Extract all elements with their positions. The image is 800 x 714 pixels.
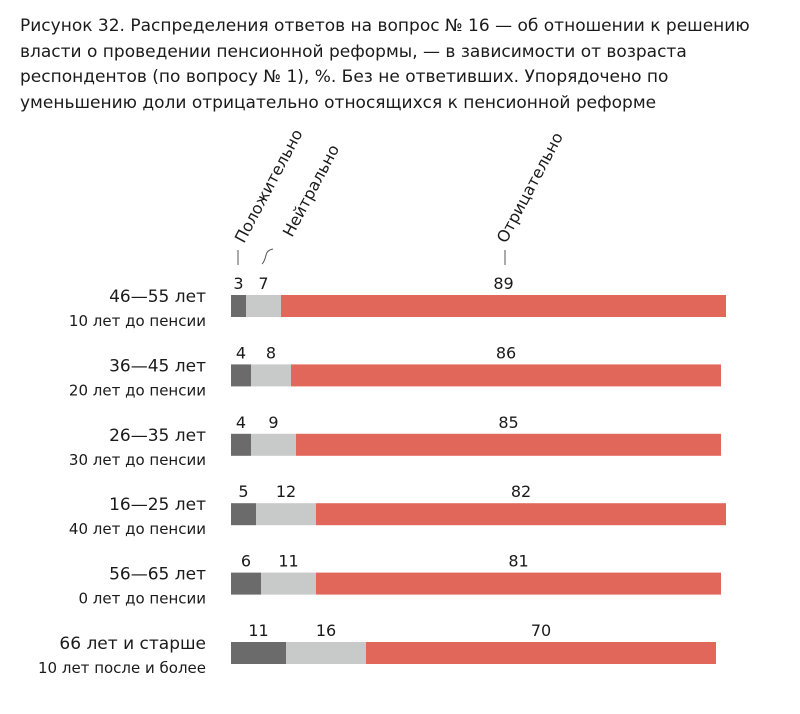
bar-segment-negative [316, 503, 726, 526]
value-label: 8 [266, 343, 276, 362]
bar-segment-negative [296, 433, 721, 456]
bar-segment-neutral [256, 503, 316, 526]
value-label: 89 [493, 274, 513, 293]
category-sublabel: 30 лет до пенсии [69, 451, 206, 469]
bar-segment-positive [231, 364, 251, 387]
category-sublabel: 10 лет до пенсии [69, 312, 206, 330]
bar-segment-neutral [246, 295, 281, 317]
value-label: 11 [278, 552, 298, 571]
value-label: 85 [498, 413, 518, 432]
bar-segment-neutral [251, 364, 291, 387]
bar-segment-negative [281, 295, 726, 317]
value-label: 70 [531, 621, 551, 640]
value-label: 3 [233, 274, 243, 293]
bar-segment-neutral [251, 433, 296, 456]
category-label: 16—25 лет [109, 495, 206, 515]
bar-segment-positive [231, 642, 286, 664]
bar-segment-positive [231, 572, 261, 595]
value-label: 6 [241, 552, 251, 571]
bar-segment-neutral [286, 642, 366, 664]
bar-segment-negative [291, 364, 721, 387]
category-sublabel: 20 лет до пенсии [69, 381, 206, 399]
category-sublabel: 10 лет после и более [38, 659, 206, 677]
figure-caption: Рисунок 32. Распределения ответов на воп… [20, 16, 750, 113]
value-label: 4 [236, 343, 246, 362]
value-label: 9 [268, 413, 278, 432]
legend-label: Отрицательно [493, 129, 567, 246]
category-label: 66 лет и старше [59, 634, 206, 654]
bar-segment-positive [231, 433, 251, 456]
bar-segment-positive [231, 503, 256, 526]
bar-segment-neutral [261, 572, 316, 595]
category-label: 26—35 лет [109, 426, 206, 446]
bar-segment-positive [231, 295, 246, 317]
value-label: 86 [496, 343, 516, 362]
value-label: 5 [238, 482, 248, 501]
bar-segment-negative [366, 642, 716, 664]
category-sublabel: 0 лет до пенсии [78, 590, 206, 608]
value-label: 81 [508, 552, 528, 571]
value-label: 12 [276, 482, 296, 501]
value-label: 11 [248, 621, 268, 640]
value-label: 4 [236, 413, 246, 432]
category-label: 36—45 лет [109, 356, 206, 376]
value-label: 16 [316, 621, 336, 640]
category-label: 46—55 лет [109, 287, 206, 307]
legend-leader-line [261, 248, 274, 265]
value-label: 82 [511, 482, 531, 501]
value-label: 7 [258, 274, 268, 293]
category-sublabel: 40 лет до пенсии [69, 520, 206, 538]
category-label: 56—65 лет [109, 565, 206, 585]
bar-segment-negative [316, 572, 721, 595]
